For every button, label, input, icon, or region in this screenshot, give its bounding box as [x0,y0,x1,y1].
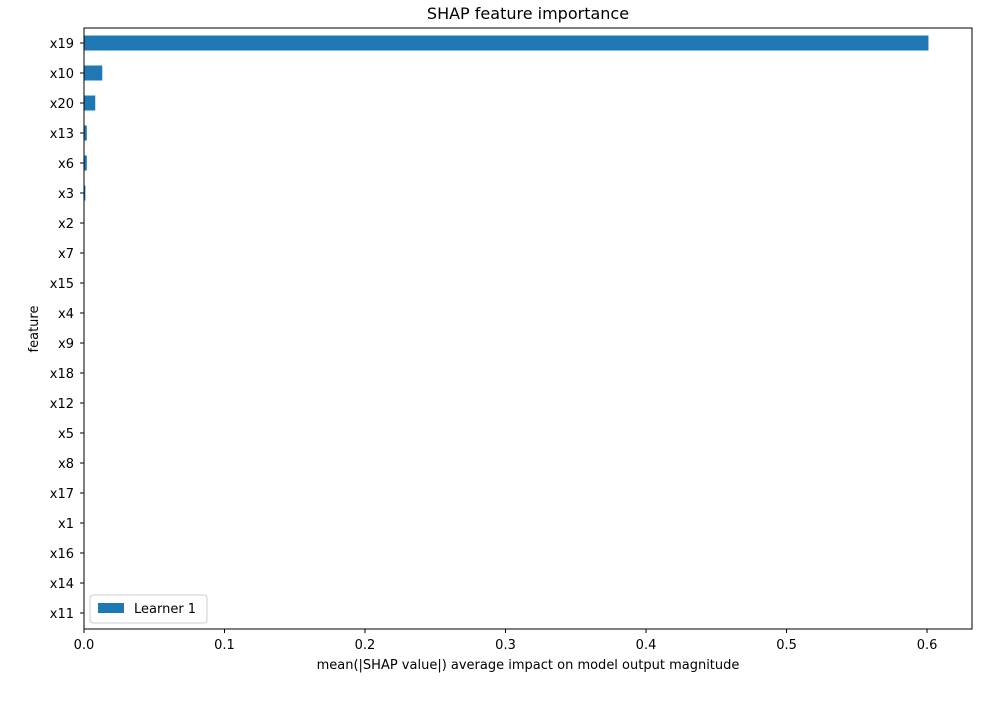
y-tick-label: x5 [58,427,74,442]
bar-x19 [84,35,929,51]
x-tick-label: 0.5 [776,638,797,653]
y-tick-label: x16 [50,547,74,562]
bar-x20 [84,95,96,111]
y-tick-label: x10 [50,67,74,82]
x-tick-label: 0.6 [917,638,938,653]
y-axis-label: feature [27,306,42,353]
bar-x10 [84,65,103,81]
legend-label: Learner 1 [134,602,196,617]
y-tick-label: x14 [50,577,74,592]
bar-x3 [84,185,86,201]
y-axis-ticks: x19 x10 x20 x13 x6 x3 x2 x7 x15 x4 x9 x18 x12 x5 x8 x17… [50,37,84,622]
y-tick-label: x12 [50,397,74,412]
legend-swatch [98,603,124,613]
bar-x6 [84,155,87,171]
y-tick-label: x4 [58,307,74,322]
x-tick-label: 0.4 [636,638,657,653]
y-tick-label: x20 [50,97,74,112]
y-tick-label: x11 [50,607,74,622]
y-tick-label: x17 [50,487,74,502]
y-tick-label: x18 [50,367,74,382]
bar-x13 [84,125,87,141]
y-tick-label: x13 [50,127,74,142]
chart-title: SHAP feature importance [427,4,629,23]
y-tick-label: x8 [58,457,74,472]
y-tick-label: x7 [58,247,74,262]
y-tick-label: x6 [58,157,74,172]
x-axis-ticks: 0.0 0.1 0.2 0.3 0.4 0.5 0.6 [74,629,938,653]
y-tick-label: x1 [58,517,74,532]
x-tick-label: 0.2 [355,638,376,653]
y-tick-label: x9 [58,337,74,352]
legend: Learner 1 [89,594,208,624]
y-tick-label: x15 [50,277,74,292]
y-tick-label: x3 [58,187,74,202]
y-tick-label: x19 [50,37,74,52]
x-axis-label: mean(|SHAP value|) average impact on mod… [317,658,740,673]
y-tick-label: x2 [58,217,74,232]
bars-layer [84,35,929,201]
x-tick-label: 0.0 [74,638,95,653]
plot-frame [83,27,973,630]
x-tick-label: 0.1 [214,638,235,653]
x-tick-label: 0.3 [495,638,516,653]
legend-box [89,594,208,624]
